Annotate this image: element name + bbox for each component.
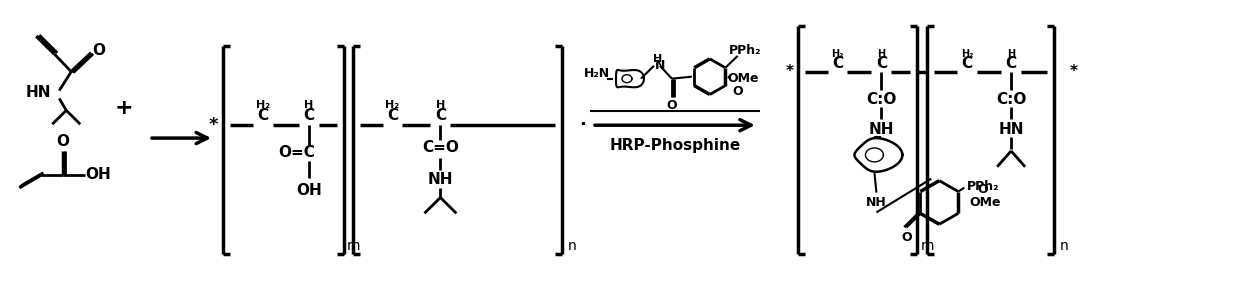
Text: H₂N: H₂N [584, 67, 610, 80]
Text: O: O [901, 231, 911, 244]
Text: C: C [962, 56, 973, 71]
Text: H: H [653, 54, 662, 64]
Text: C: C [435, 108, 446, 123]
Text: NH: NH [869, 122, 894, 137]
Text: OMe: OMe [970, 196, 1001, 209]
Text: O: O [978, 183, 988, 196]
Text: H₂: H₂ [386, 100, 399, 110]
Text: PPh₂: PPh₂ [728, 45, 761, 57]
Text: *: * [786, 64, 794, 79]
Text: C: C [387, 108, 398, 123]
Text: C:O: C:O [867, 92, 897, 107]
Text: C: C [875, 56, 887, 71]
Text: ·: · [579, 116, 585, 134]
Text: O: O [667, 99, 677, 112]
Text: H: H [435, 100, 445, 110]
Text: *: * [208, 116, 218, 134]
Text: HN: HN [26, 85, 51, 100]
Text: *: * [1070, 64, 1078, 79]
Text: C: C [832, 56, 843, 71]
Text: H: H [878, 49, 885, 59]
Text: C=O: C=O [422, 140, 459, 156]
Text: HN: HN [998, 122, 1024, 137]
Text: O: O [93, 43, 105, 58]
Text: OH: OH [296, 183, 321, 198]
Text: OMe: OMe [727, 72, 759, 85]
Text: O: O [733, 85, 743, 98]
Text: H₂: H₂ [255, 100, 270, 110]
Text: NH: NH [428, 172, 453, 187]
Text: O: O [57, 134, 69, 149]
Text: NH: NH [866, 196, 887, 209]
Text: m: m [920, 239, 934, 253]
Text: n: n [568, 239, 577, 253]
Text: N: N [655, 59, 665, 72]
Text: H: H [304, 100, 314, 110]
Text: OH: OH [86, 167, 112, 182]
Text: H₂: H₂ [831, 49, 843, 59]
Text: H: H [1007, 49, 1016, 59]
Text: C: C [303, 108, 314, 123]
Text: C: C [1006, 56, 1017, 71]
Text: PPh₂: PPh₂ [967, 180, 999, 193]
Text: n: n [1060, 239, 1069, 253]
Text: C:O: C:O [996, 92, 1027, 107]
Text: +: + [115, 98, 134, 118]
Text: O=C: O=C [278, 145, 315, 161]
Text: H₂: H₂ [961, 49, 973, 59]
Text: C: C [257, 108, 268, 123]
Text: HRP-Phosphine: HRP-Phosphine [609, 137, 740, 153]
Text: m: m [347, 239, 361, 253]
